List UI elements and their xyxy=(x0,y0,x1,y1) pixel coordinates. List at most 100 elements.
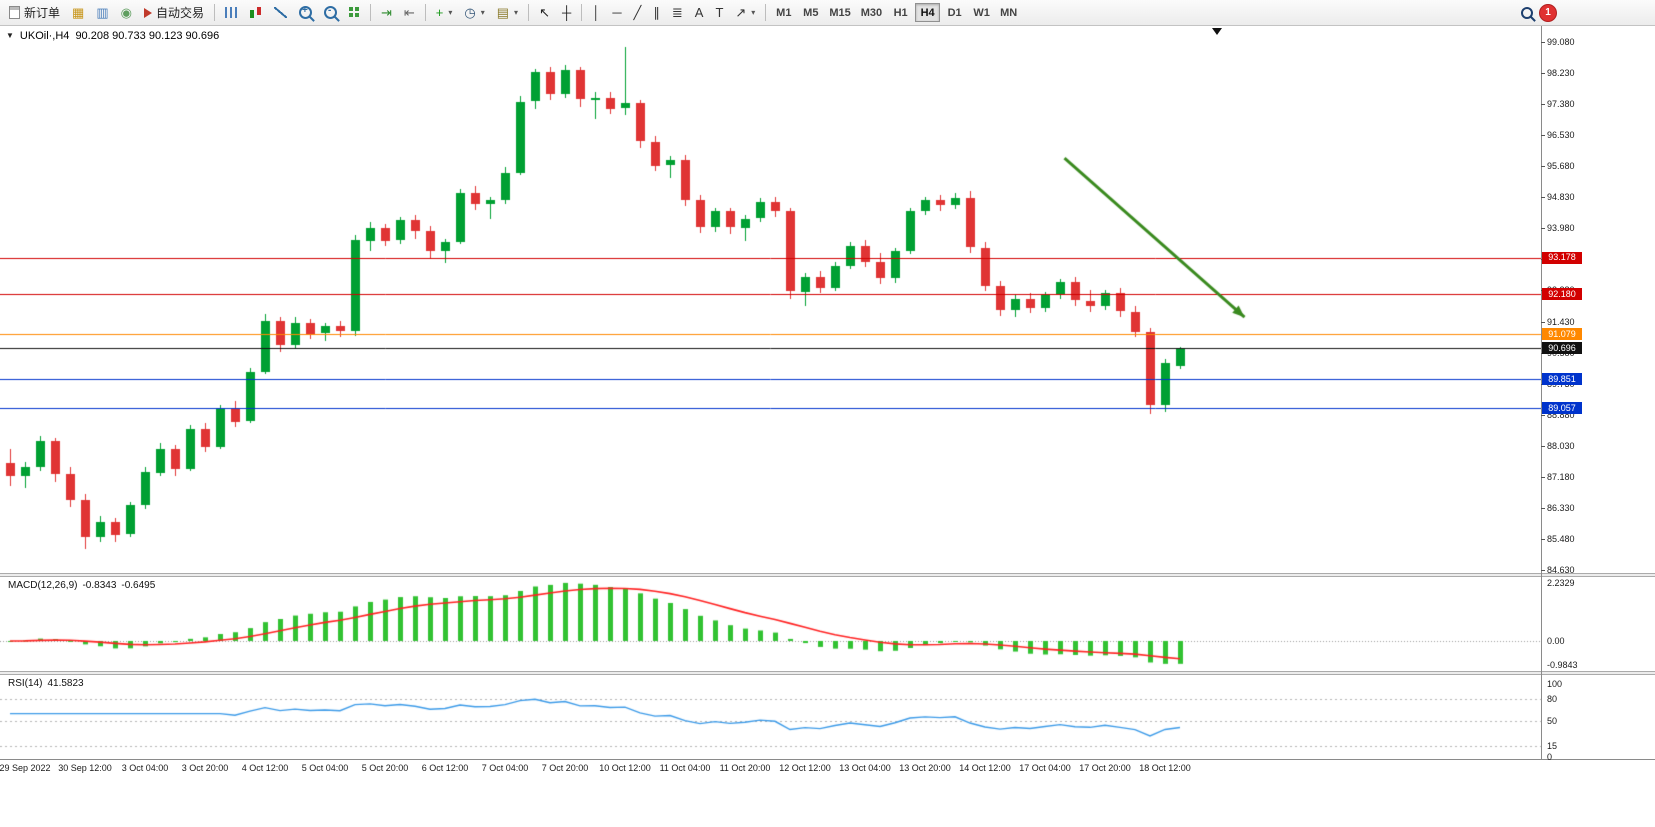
macd-label: MACD(12,26,9) xyxy=(8,580,78,591)
text-icon-glyph: A xyxy=(694,5,704,20)
timeframe-button-m15[interactable]: M15 xyxy=(829,6,851,19)
panel-separator[interactable] xyxy=(0,671,1655,675)
price-axis-tick xyxy=(1541,321,1545,323)
notification-badge[interactable]: 1 xyxy=(1539,3,1557,22)
price-axis-tick xyxy=(1541,197,1545,199)
time-axis-label: 7 Oct 20:00 xyxy=(541,763,589,773)
time-axis-label: 11 Oct 20:00 xyxy=(719,763,771,773)
price-axis-label: 94.830 xyxy=(1547,192,1575,203)
rsi-axis-label: 50 xyxy=(1547,715,1558,726)
vertical-line-icon[interactable]: │ xyxy=(586,1,606,25)
cursor-icon[interactable]: ↖ xyxy=(533,1,556,25)
chart-shift-icon-glyph: ⇤ xyxy=(403,5,415,20)
shapes-button[interactable]: ↗ ▾ xyxy=(729,1,761,25)
rsi-label-row: RSI(14) 41.5823 xyxy=(8,678,84,689)
timeframe-button-mn[interactable]: MN xyxy=(1000,6,1018,19)
toolbar-separator xyxy=(369,4,371,21)
equidistant-channel-icon-glyph: ∥ xyxy=(653,5,660,20)
search-icon[interactable] xyxy=(1515,1,1539,25)
new-order-button[interactable]: 新订单 xyxy=(3,1,66,25)
macd-value-main: -0.8343 xyxy=(82,580,117,591)
dropdown-caret-icon: ▾ xyxy=(514,8,519,17)
tile-windows-icon[interactable] xyxy=(343,1,366,25)
shapes-button-glyph: ↗ xyxy=(735,5,747,20)
price-axis-tick xyxy=(1541,104,1545,106)
new-order-icon xyxy=(9,6,20,19)
periods-button[interactable]: ◷ ▾ xyxy=(458,1,490,25)
main-toolbar: 新订单▦▥◉自动交易⇥⇤+▾◷▾▤▾↖┼│─╱∥≣AT↗▾M1M5M15M30H… xyxy=(0,0,1655,26)
price-axis-label: 95.680 xyxy=(1547,161,1575,172)
macd-panel-canvas[interactable] xyxy=(0,577,1541,671)
zoom-in-icon-shape xyxy=(298,5,312,19)
auto-scroll-icon[interactable]: ⇥ xyxy=(375,1,398,25)
timeframe-button-h1[interactable]: H1 xyxy=(893,6,908,19)
auto-scroll-icon-glyph: ⇥ xyxy=(380,5,392,20)
time-axis-label: 12 Oct 12:00 xyxy=(779,763,831,773)
timeframe-button-d1[interactable]: D1 xyxy=(947,6,962,19)
bar-chart-icon-shape xyxy=(224,7,237,18)
chart-collapse-icon[interactable]: ▼ xyxy=(6,31,14,40)
horizontal-line-icon[interactable]: ─ xyxy=(606,1,627,25)
price-axis-tick xyxy=(1541,570,1545,572)
fibonacci-icon[interactable]: ≣ xyxy=(666,1,689,25)
dropdown-caret-icon: ▾ xyxy=(751,8,756,17)
time-axis-label: 29 Sep 2022 xyxy=(0,763,51,773)
macd-label-row: MACD(12,26,9) -0.8343 -0.6495 xyxy=(8,580,155,591)
timeframe-button-m30[interactable]: M30 xyxy=(860,6,883,19)
rsi-axis-label: 100 xyxy=(1547,679,1563,689)
market-watch-icon[interactable]: ▦ xyxy=(66,1,90,25)
time-axis-label: 17 Oct 04:00 xyxy=(1019,763,1071,773)
macd-axis-label: 2.2329 xyxy=(1547,577,1575,588)
timeframe-button-m5[interactable]: M5 xyxy=(803,6,819,19)
crosshair-icon[interactable]: ┼ xyxy=(556,1,577,25)
timeframe-button-w1[interactable]: W1 xyxy=(973,6,990,19)
price-axis-tick xyxy=(1541,539,1545,540)
price-line-tag: 89.851 xyxy=(1542,373,1582,386)
auto-trading-icon xyxy=(143,7,152,18)
price-line-tag: 90.696 xyxy=(1542,342,1582,355)
trendline-icon[interactable]: ╱ xyxy=(628,1,648,25)
panel-separator[interactable] xyxy=(0,573,1655,577)
rsi-axis-label: 0 xyxy=(1547,752,1553,762)
macd-axis-label: 0.00 xyxy=(1547,635,1565,646)
price-chart-canvas[interactable] xyxy=(0,27,1541,573)
chart-symbol-period: UKOil·,H4 xyxy=(19,30,70,42)
indicators-button[interactable]: + ▾ xyxy=(430,1,459,25)
time-axis-label: 6 Oct 12:00 xyxy=(421,763,469,773)
price-axis-tick xyxy=(1541,414,1545,416)
candlestick-icon[interactable] xyxy=(243,1,268,25)
templates-button[interactable]: ▤ ▾ xyxy=(491,1,524,25)
data-window-icon[interactable]: ▥ xyxy=(90,1,114,25)
equidistant-channel-icon[interactable]: ∥ xyxy=(647,1,666,25)
dropdown-caret-icon: ▾ xyxy=(480,8,485,17)
zoom-in-icon[interactable] xyxy=(293,1,318,25)
time-axis-label: 11 Oct 04:00 xyxy=(659,763,711,773)
price-axis-tick xyxy=(1541,228,1545,230)
time-axis-label: 30 Sep 12:00 xyxy=(58,763,112,773)
auto-trading-button[interactable]: 自动交易 xyxy=(138,1,210,25)
price-axis-label: 85.480 xyxy=(1547,534,1575,544)
zoom-out-icon[interactable] xyxy=(318,1,343,25)
time-axis-label: 5 Oct 04:00 xyxy=(301,763,349,773)
vertical-line-icon-glyph: │ xyxy=(592,5,601,20)
label-icon[interactable]: T xyxy=(709,1,729,25)
rsi-value: 41.5823 xyxy=(47,678,84,689)
navigator-icon[interactable]: ◉ xyxy=(115,1,138,25)
rsi-axis-label: 15 xyxy=(1547,741,1558,752)
timeframe-button-h4[interactable]: H4 xyxy=(915,3,941,22)
line-chart-icon[interactable] xyxy=(268,1,293,25)
chart-shift-marker xyxy=(1212,28,1222,35)
chart-shift-icon[interactable]: ⇤ xyxy=(398,1,421,25)
chart-ohlc-values: 90.208 90.733 90.123 90.696 xyxy=(75,30,220,42)
dropdown-caret-icon: ▾ xyxy=(448,8,453,17)
price-axis-label: 97.380 xyxy=(1547,99,1575,110)
time-axis-label: 18 Oct 12:00 xyxy=(1139,763,1191,773)
text-icon[interactable]: A xyxy=(689,1,710,25)
rsi-panel-canvas[interactable] xyxy=(0,675,1541,759)
price-line-tag: 92.180 xyxy=(1542,288,1582,301)
timeframe-button-m1[interactable]: M1 xyxy=(776,6,792,19)
price-axis-tick xyxy=(1541,41,1545,43)
price-axis-tick xyxy=(1541,166,1545,168)
bar-chart-icon[interactable] xyxy=(219,1,243,25)
